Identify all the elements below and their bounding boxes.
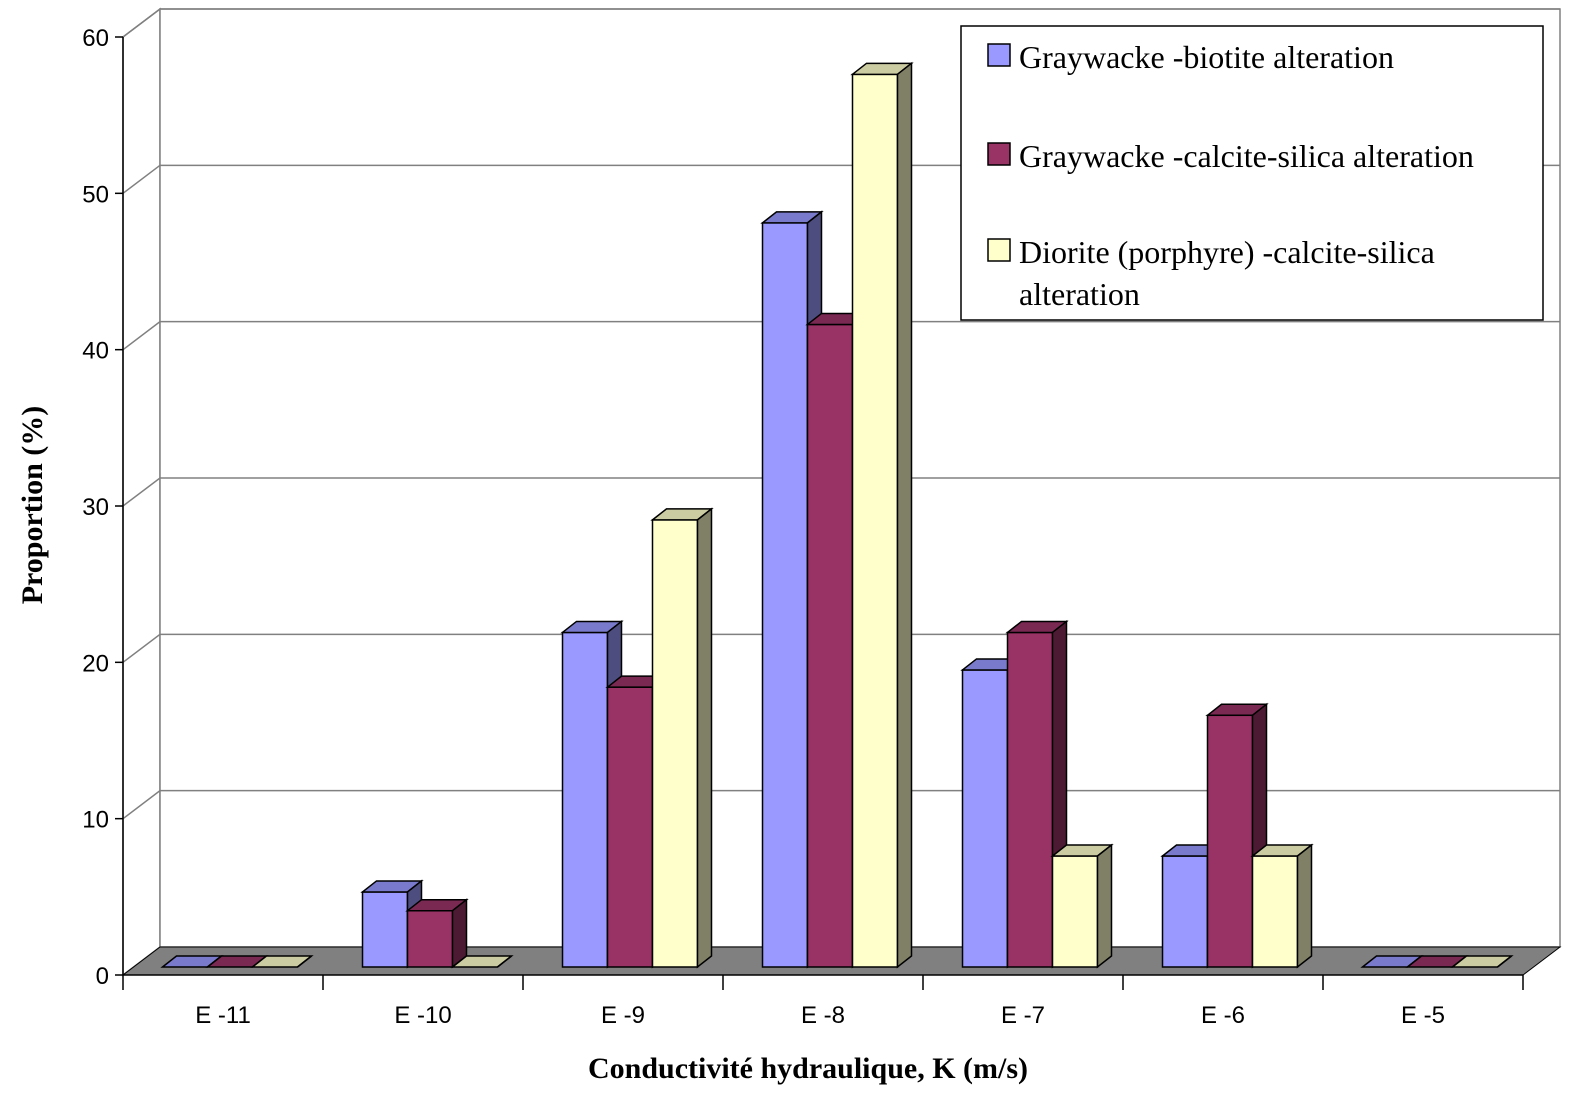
x-tick-label: E -9 (601, 1002, 645, 1029)
bar-front (561, 631, 609, 968)
bar-front (1051, 855, 1099, 968)
legend-swatch (987, 43, 1011, 67)
bar-front (606, 686, 654, 968)
y-tick-label: 10 (82, 807, 109, 834)
gridline (122, 633, 1560, 663)
legend-label-line: alteration (1019, 276, 1140, 312)
y-tick-label: 30 (82, 494, 109, 521)
bar-side (696, 507, 713, 969)
bar-front (1206, 714, 1254, 968)
legend: Graywacke -biotite alteration Graywacke -… (960, 25, 1544, 321)
x-tick-label: E -11 (195, 1002, 251, 1029)
y-tick-label: 50 (82, 181, 109, 208)
bar-front (961, 669, 1009, 968)
gridline (122, 320, 1560, 351)
legend-swatch (987, 238, 1011, 262)
y-tick-label: 60 (82, 25, 109, 52)
x-tick-label: E -8 (801, 1002, 845, 1029)
x-tick-label: E -6 (1201, 1002, 1245, 1029)
bar-front (851, 73, 899, 968)
value-axis: 0 10 20 30 40 50 60 (82, 25, 124, 990)
bar-front (806, 323, 854, 968)
bar-side (497, 955, 512, 968)
bar-front (1251, 855, 1299, 968)
bar-front (361, 891, 409, 968)
bar-front (1006, 631, 1054, 968)
bar-front (761, 222, 809, 968)
legend-label-line: Graywacke -biotite alteration (1019, 39, 1394, 75)
bar-side (896, 61, 913, 969)
legend-label-line: Graywacke -calcite-silica alteration (1019, 138, 1474, 174)
legend-label: Diorite (porphyre) -calcite-silica altera… (1019, 234, 1435, 312)
y-tick-label: 0 (96, 963, 109, 990)
bars (160, 61, 1514, 969)
x-tick-label: E -10 (394, 1002, 451, 1029)
y-axis-title: Proportion (%) (16, 406, 49, 605)
category-axis: E -11 E -10 E -9 E -8 E -7 E -6 E -5 (122, 974, 1524, 1029)
gridline (122, 789, 1560, 820)
bar-front (1161, 855, 1209, 968)
x-tick-label: E -5 (1401, 1002, 1445, 1029)
gridline (122, 8, 1560, 38)
bar-front (406, 909, 454, 968)
bar-side (1096, 843, 1113, 969)
bar-front (651, 519, 699, 968)
legend-label-line: Diorite (porphyre) -calcite-silica (1019, 234, 1435, 270)
legend-label: Graywacke -biotite alteration (1019, 39, 1394, 75)
bar-side (1497, 955, 1512, 968)
bar-side (297, 955, 312, 968)
legend-label: Graywacke -calcite-silica alteration (1019, 138, 1474, 174)
x-axis-title: Conductivité hydraulique, K (m/s) (588, 1052, 1028, 1085)
gridline (122, 477, 1560, 507)
bar-side (1296, 843, 1313, 969)
y-tick-label: 20 (82, 650, 109, 677)
legend-box (960, 25, 1544, 321)
x-tick-label: E -7 (1001, 1002, 1045, 1029)
y-tick-label: 40 (82, 338, 109, 365)
legend-swatch (987, 142, 1011, 166)
